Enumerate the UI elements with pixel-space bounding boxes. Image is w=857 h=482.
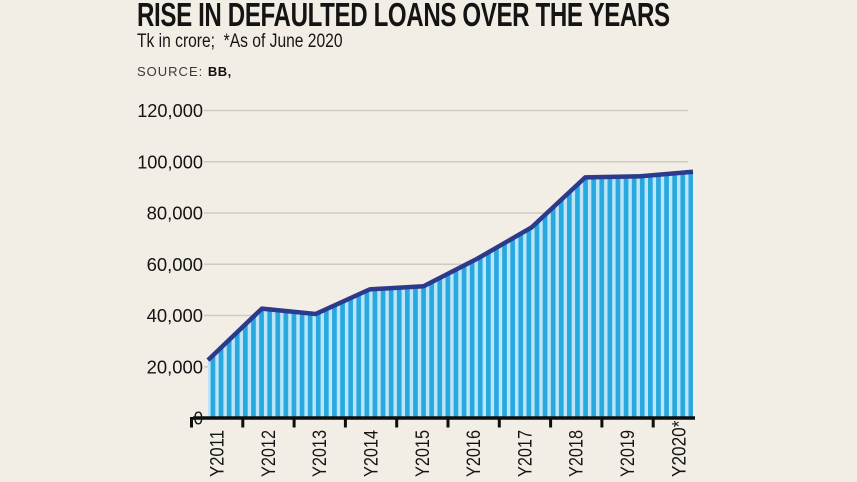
- x-tick-label: Y2018: [567, 430, 588, 477]
- x-tick-label: Y2012: [259, 430, 280, 477]
- x-tick-label: Y2020*: [669, 420, 690, 477]
- x-tick-label: Y2014: [362, 430, 383, 477]
- y-tick-label: 120,000: [137, 100, 203, 121]
- x-tick-label: Y2016: [464, 430, 485, 477]
- y-tick-label: 40,000: [147, 305, 203, 326]
- chart-title: RISE IN DEFAULTED LOANS OVER THE YEARS: [137, 0, 670, 33]
- y-tick-label: 80,000: [147, 203, 203, 224]
- area-fill: [208, 171, 693, 418]
- x-tick-label: Y2019: [618, 430, 639, 477]
- y-tick-label: 0: [194, 408, 203, 429]
- y-tick-label: 100,000: [137, 151, 203, 172]
- source-line: SOURCE: BB,: [137, 64, 232, 79]
- y-tick-label: 60,000: [147, 254, 203, 275]
- y-tick-label: 20,000: [147, 356, 203, 377]
- chart-subtitle: Tk in crore; *As of June 2020: [137, 30, 343, 52]
- x-tick-label: Y2015: [413, 430, 434, 477]
- x-tick-label: Y2013: [310, 430, 331, 477]
- trend-line: [206, 169, 694, 362]
- x-tick-label: Y2011: [208, 430, 229, 477]
- source-label: SOURCE:: [137, 64, 204, 79]
- x-tick-label: Y2017: [515, 430, 536, 477]
- source-value: BB,: [207, 64, 232, 79]
